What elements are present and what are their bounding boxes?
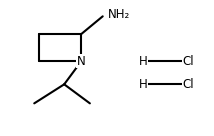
Text: Cl: Cl: [183, 55, 194, 68]
Text: Cl: Cl: [183, 78, 194, 91]
Text: H: H: [139, 55, 148, 68]
Text: H: H: [139, 78, 148, 91]
Text: N: N: [77, 55, 86, 68]
Text: NH₂: NH₂: [108, 8, 130, 21]
